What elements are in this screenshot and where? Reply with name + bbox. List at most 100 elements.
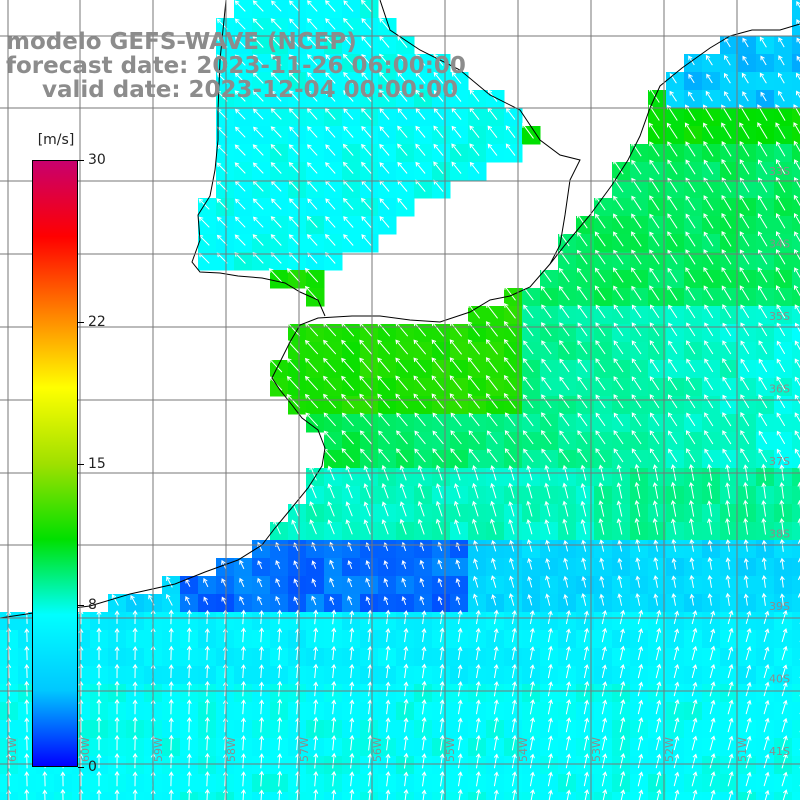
wind-arrow — [559, 322, 570, 337]
wind-arrow — [508, 482, 515, 499]
wind-arrow — [613, 376, 624, 391]
wind-arrow — [667, 141, 678, 157]
wind-arrow — [252, 234, 264, 246]
wind-arrow — [619, 680, 626, 697]
wind-arrow — [505, 143, 516, 156]
wind-arrow — [565, 717, 572, 733]
wind-arrow — [421, 646, 427, 660]
wind-arrow — [511, 646, 517, 660]
wind-arrow — [449, 321, 462, 337]
wind-arrow — [385, 628, 391, 643]
wind-arrow — [379, 35, 390, 48]
wind-arrow — [309, 519, 317, 535]
wind-arrow — [541, 448, 552, 463]
wind-arrow — [779, 593, 785, 606]
wind-arrow — [288, 71, 300, 84]
wind-arrow — [635, 538, 641, 552]
colorbar-tick-label: 8 — [88, 597, 97, 614]
wind-arrow — [743, 539, 749, 552]
wind-arrow — [796, 72, 800, 81]
wind-arrow — [367, 609, 373, 625]
wind-arrow — [529, 753, 535, 769]
wind-arrow — [221, 578, 227, 588]
wind-arrow — [761, 539, 767, 552]
wind-arrow — [637, 663, 644, 679]
wind-arrow — [758, 358, 768, 373]
wind-arrow — [794, 176, 800, 189]
wind-arrow — [132, 646, 138, 661]
wind-arrow — [613, 195, 624, 211]
wind-arrow — [468, 448, 480, 463]
wind-arrow — [709, 771, 716, 787]
wind-arrow — [781, 645, 788, 661]
wind-arrow — [96, 771, 102, 787]
wind-arrow — [649, 159, 660, 175]
wind-arrow — [186, 627, 192, 643]
wind-cell — [648, 792, 667, 800]
wind-arrow — [670, 518, 677, 535]
wind-arrow — [740, 304, 750, 319]
wind-arrow — [704, 394, 714, 409]
wind-arrow — [691, 735, 698, 751]
wind-arrow — [613, 412, 624, 427]
wind-cell — [792, 270, 800, 289]
wind-arrow — [781, 699, 788, 715]
wind-arrow — [619, 664, 625, 679]
wind-cell — [792, 468, 800, 487]
wind-arrow — [305, 412, 319, 427]
wind-arrow — [671, 575, 677, 588]
wind-arrow — [457, 753, 463, 769]
wind-arrow — [577, 430, 588, 445]
wind-arrow — [397, 161, 408, 174]
wind-arrow — [234, 108, 246, 120]
wind-arrow — [414, 430, 426, 445]
wind-arrow — [277, 698, 283, 715]
wind-arrow — [240, 680, 246, 697]
wind-arrow — [132, 681, 138, 697]
wind-arrow — [271, 0, 282, 12]
wind-arrow — [385, 664, 391, 679]
wind-arrow — [577, 448, 588, 463]
wind-arrow — [655, 663, 662, 679]
latitude-label: 37S — [769, 455, 790, 468]
wind-arrow — [511, 663, 517, 679]
wind-arrow — [96, 627, 102, 643]
coastline — [0, 0, 800, 619]
wind-arrow — [523, 322, 534, 337]
wind-arrow — [529, 699, 535, 715]
colorbar-tick-mark — [78, 767, 84, 768]
wind-arrow — [313, 699, 319, 715]
wind-arrow — [668, 322, 678, 337]
wind-arrow — [613, 304, 624, 319]
wind-cell — [702, 792, 721, 800]
wind-arrow — [547, 699, 553, 715]
wind-arrow — [727, 646, 734, 661]
wind-arrow — [347, 560, 353, 569]
wind-arrow — [685, 159, 696, 175]
wind-arrow — [252, 108, 264, 120]
wind-cell — [792, 414, 800, 433]
wind-arrow — [341, 375, 355, 391]
wind-arrow — [240, 735, 246, 751]
wind-cell — [792, 720, 800, 739]
wind-arrow — [472, 518, 479, 535]
wind-arrow — [379, 198, 390, 210]
wind-arrow — [667, 249, 678, 265]
wind-arrow — [234, 234, 246, 246]
wind-arrow — [637, 628, 644, 643]
wind-arrow — [631, 394, 642, 409]
latitude-label: 34S — [769, 238, 790, 251]
wind-arrow — [421, 716, 427, 733]
wind-arrow — [580, 518, 587, 535]
wind-arrow — [763, 753, 770, 769]
wind-arrow — [367, 734, 373, 751]
wind-arrow — [759, 36, 767, 48]
wind-arrow — [739, 213, 750, 229]
wind-arrow — [331, 699, 337, 715]
wind-arrow — [345, 501, 353, 517]
wind-arrow — [385, 717, 391, 733]
wind-arrow — [385, 681, 391, 697]
wind-arrow — [526, 539, 533, 552]
wind-arrow — [565, 628, 571, 643]
wind-arrow — [631, 159, 642, 175]
